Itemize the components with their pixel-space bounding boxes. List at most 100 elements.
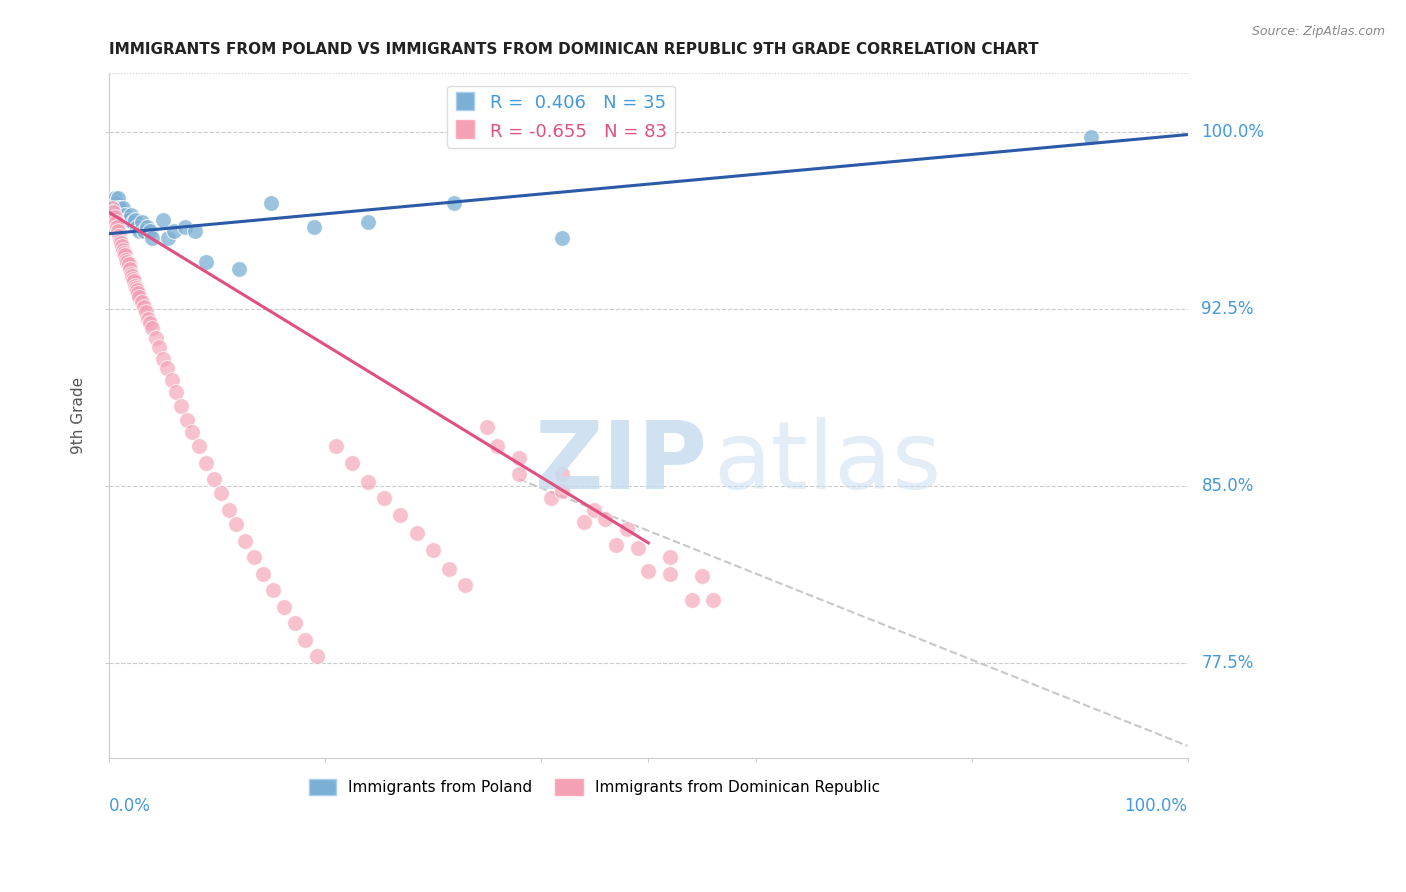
Point xyxy=(108,234,131,248)
Point xyxy=(141,231,163,245)
Point xyxy=(122,215,145,229)
Point xyxy=(273,599,295,614)
Point xyxy=(117,255,139,269)
Point xyxy=(108,201,131,215)
Point xyxy=(107,224,129,238)
Point xyxy=(118,262,141,277)
Point xyxy=(195,456,218,470)
Point xyxy=(139,224,162,238)
Point xyxy=(148,340,170,354)
Point xyxy=(115,212,138,227)
Point xyxy=(152,351,174,366)
Point xyxy=(117,257,139,271)
Point xyxy=(475,420,498,434)
Point xyxy=(209,486,232,500)
Point xyxy=(373,491,395,505)
Point xyxy=(165,384,187,399)
Point xyxy=(551,483,574,498)
Point xyxy=(260,196,283,211)
Point xyxy=(307,649,329,664)
Point xyxy=(508,467,530,482)
Point xyxy=(173,219,195,234)
Point xyxy=(302,219,325,234)
Point xyxy=(690,569,713,583)
Point xyxy=(262,583,284,598)
Point xyxy=(195,255,218,269)
Point xyxy=(218,503,240,517)
Point xyxy=(103,191,125,205)
Point xyxy=(122,271,145,285)
Point xyxy=(156,361,179,376)
Point xyxy=(103,205,125,219)
Point xyxy=(681,592,703,607)
Point xyxy=(616,522,638,536)
Point xyxy=(202,472,225,486)
Point xyxy=(110,236,132,251)
Point xyxy=(163,224,186,238)
Point xyxy=(572,515,595,529)
Point xyxy=(605,538,627,552)
Point xyxy=(357,215,380,229)
Point xyxy=(112,245,135,260)
Point xyxy=(1080,130,1102,145)
Point xyxy=(443,196,465,211)
Point xyxy=(111,238,134,252)
Point xyxy=(454,578,477,592)
Point xyxy=(101,201,124,215)
Point xyxy=(136,311,159,326)
Point xyxy=(357,475,380,489)
Point xyxy=(252,566,274,581)
Point xyxy=(422,543,444,558)
Text: IMMIGRANTS FROM POLAND VS IMMIGRANTS FROM DOMINICAN REPUBLIC 9TH GRADE CORRELATI: IMMIGRANTS FROM POLAND VS IMMIGRANTS FRO… xyxy=(110,42,1039,57)
Point xyxy=(107,191,129,205)
Point xyxy=(128,290,150,304)
Text: atlas: atlas xyxy=(713,417,942,509)
Point xyxy=(104,215,127,229)
Point xyxy=(111,208,134,222)
Point xyxy=(103,210,125,224)
Point xyxy=(112,201,135,215)
Point xyxy=(160,373,183,387)
Point xyxy=(152,212,174,227)
Y-axis label: 9th Grade: 9th Grade xyxy=(72,377,86,454)
Point xyxy=(114,248,136,262)
Point xyxy=(157,231,180,245)
Point xyxy=(325,439,347,453)
Point xyxy=(125,281,148,295)
Point xyxy=(104,196,127,211)
Point xyxy=(593,512,616,526)
Point xyxy=(551,467,574,482)
Point xyxy=(127,219,149,234)
Point xyxy=(242,549,264,564)
Point xyxy=(540,491,562,505)
Text: 85.0%: 85.0% xyxy=(1202,477,1254,495)
Point xyxy=(105,201,128,215)
Point xyxy=(131,215,153,229)
Point xyxy=(115,252,138,267)
Point xyxy=(108,201,131,215)
Text: 77.5%: 77.5% xyxy=(1202,654,1254,673)
Point xyxy=(127,283,149,297)
Point xyxy=(124,212,146,227)
Point xyxy=(176,413,198,427)
Point xyxy=(120,208,142,222)
Point xyxy=(122,274,145,288)
Text: 100.0%: 100.0% xyxy=(1125,797,1188,814)
Point xyxy=(658,566,681,581)
Point xyxy=(117,212,139,227)
Point xyxy=(294,632,316,647)
Text: 100.0%: 100.0% xyxy=(1202,123,1264,141)
Point xyxy=(551,231,574,245)
Point xyxy=(108,229,131,244)
Text: 92.5%: 92.5% xyxy=(1202,301,1254,318)
Text: ZIP: ZIP xyxy=(534,417,707,509)
Point xyxy=(583,503,606,517)
Point xyxy=(170,399,193,413)
Point xyxy=(135,219,157,234)
Point xyxy=(405,526,427,541)
Point xyxy=(486,439,509,453)
Legend: Immigrants from Poland, Immigrants from Dominican Republic: Immigrants from Poland, Immigrants from … xyxy=(302,773,886,801)
Point xyxy=(139,317,162,331)
Point xyxy=(131,295,153,310)
Point xyxy=(233,533,256,548)
